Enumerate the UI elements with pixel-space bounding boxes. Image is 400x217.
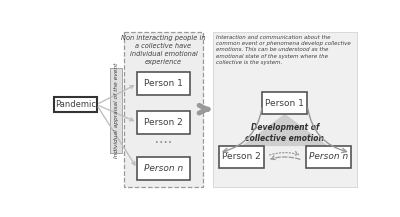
Text: Person 2: Person 2 <box>222 152 261 161</box>
Text: Pandemic: Pandemic <box>55 100 96 109</box>
Text: Non interacting people in
a collective have
individual emotional
experience: Non interacting people in a collective h… <box>121 35 206 65</box>
Text: Person n: Person n <box>309 152 348 161</box>
Bar <box>137 157 190 180</box>
Bar <box>306 146 351 168</box>
Text: Interaction and communication about the
common event or phenomena develop collec: Interaction and communication about the … <box>216 35 350 65</box>
Bar <box>219 146 264 168</box>
Bar <box>137 111 190 134</box>
Bar <box>110 68 122 153</box>
Text: Individual appraisal of the event: Individual appraisal of the event <box>114 63 119 158</box>
Text: Person n: Person n <box>144 164 183 173</box>
Polygon shape <box>242 114 328 146</box>
Bar <box>262 92 307 114</box>
Text: Person 2: Person 2 <box>144 118 183 127</box>
Bar <box>213 32 357 187</box>
Bar <box>137 72 190 95</box>
Text: Person 1: Person 1 <box>265 99 304 108</box>
Bar <box>124 32 204 187</box>
Text: Development of
collective emotion: Development of collective emotion <box>245 123 324 143</box>
Bar <box>54 97 96 112</box>
Text: Person 1: Person 1 <box>144 79 183 88</box>
